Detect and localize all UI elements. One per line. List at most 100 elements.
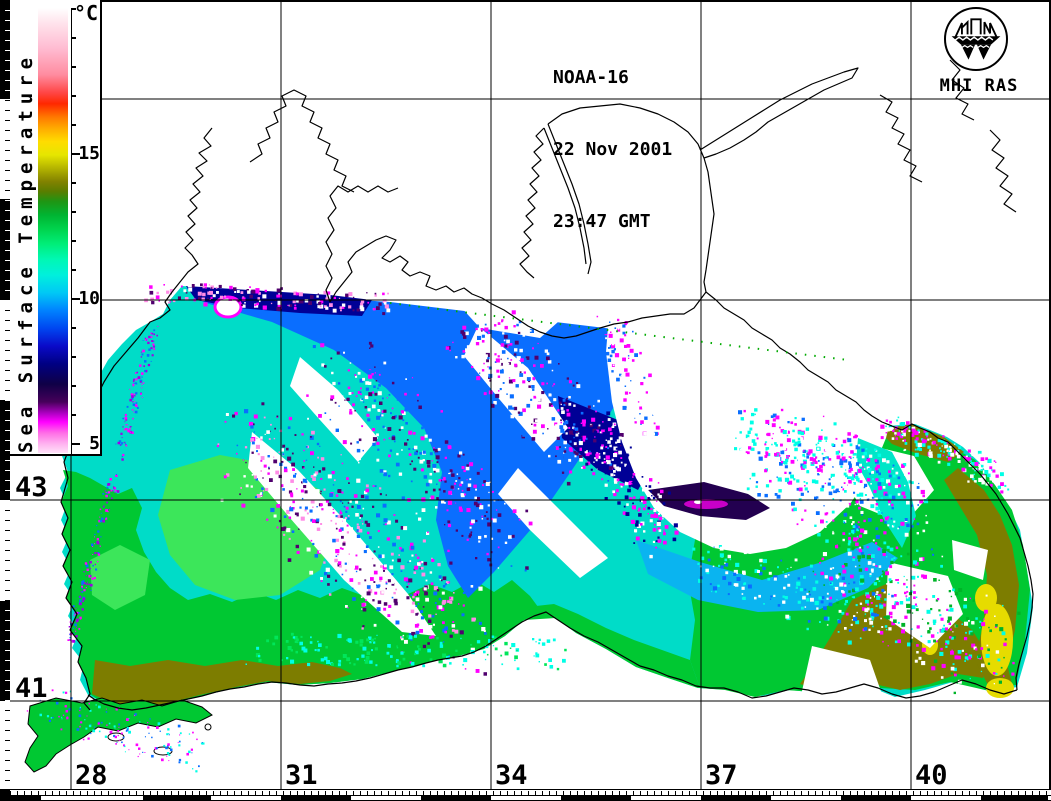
lon-ruler-tick (500, 791, 501, 795)
lon-ruler-tick (703, 791, 704, 795)
lat-ruler-tick (5, 240, 10, 241)
lon-ruler-tick (24, 791, 25, 795)
lon-ruler-tick (192, 791, 193, 795)
lon-ruler-tick (598, 791, 599, 795)
lon-ruler-tick (535, 791, 536, 795)
colorbar-gradient (38, 8, 68, 453)
lon-ruler-tick (850, 791, 851, 795)
lon-ruler-tick (556, 791, 557, 795)
cloud-east-3 (800, 646, 884, 724)
lon-ruler-tick (17, 791, 18, 795)
lat-ruler-tick (5, 540, 10, 541)
lat-ruler-tick (5, 270, 10, 271)
coastline (543, 127, 587, 265)
lon-ruler-tick (724, 791, 725, 795)
lat-ruler-tick (5, 640, 10, 641)
lon-ruler-tick (927, 791, 928, 795)
colorbar-minor-tick (72, 385, 76, 387)
lon-ruler-tick (332, 791, 333, 795)
lat-ruler-tick (5, 650, 10, 651)
lon-ruler-block (143, 796, 211, 801)
lon-ruler-tick (689, 791, 690, 795)
lon-ruler-tick (52, 791, 53, 795)
lat-ruler-tick (5, 410, 10, 411)
lat-ruler-tick (5, 260, 10, 261)
lon-ruler-tick (304, 791, 305, 795)
cloud-west-streak-3 (464, 326, 568, 452)
lat-ruler-tick (5, 440, 10, 441)
lon-ruler-tick (892, 791, 893, 795)
ruler-corner (0, 789, 10, 801)
lon-ruler-tick (640, 791, 641, 795)
lon-ruler-tick (87, 791, 88, 795)
lat-ruler-tick (5, 590, 10, 591)
lat-ruler-tick (5, 390, 10, 391)
lon-ruler-tick (717, 791, 718, 795)
lon-ruler-tick (521, 791, 522, 795)
lon-ruler-tick (493, 791, 494, 795)
lon-ruler-tick (409, 791, 410, 795)
coastline (519, 127, 545, 279)
lat-ruler-block (0, 99, 10, 199)
lat-ruler-tick (5, 700, 10, 701)
lat-ruler-tick (5, 420, 10, 421)
lat-ruler-tick (5, 360, 10, 361)
lon-ruler-tick (262, 791, 263, 795)
colorbar-title: Sea Surface Temperature (15, 51, 37, 453)
lon-ruler-tick (822, 791, 823, 795)
lat-ruler-tick (5, 610, 10, 611)
lon-ruler-tick (136, 791, 137, 795)
lon-ruler-tick (780, 791, 781, 795)
speckle-band (794, 521, 1021, 695)
lon-ruler-tick (976, 791, 977, 795)
green-light-west2 (90, 545, 150, 610)
lon-ruler-tick (178, 791, 179, 795)
lon-ruler-tick (661, 791, 662, 795)
lon-ruler-tick (619, 791, 620, 795)
colorbar-minor-tick (72, 8, 76, 10)
lon-ruler-tick (1004, 791, 1005, 795)
lat-ruler-tick (5, 160, 10, 161)
speckle-band (129, 283, 391, 316)
lon-ruler-tick (472, 791, 473, 795)
coastline (949, 59, 975, 121)
lat-ruler-tick (5, 140, 10, 141)
lat-ruler-tick (5, 230, 10, 231)
colorbar-minor-tick (72, 182, 76, 184)
lon-ruler-tick (241, 791, 242, 795)
speckle-band (304, 330, 544, 574)
lon-ruler-tick (31, 791, 32, 795)
lon-ruler-tick (255, 791, 256, 795)
lat-ruler-tick (5, 210, 10, 211)
lon-ruler-tick (1011, 791, 1012, 795)
lon-ruler-tick (605, 791, 606, 795)
lon-ruler-tick (360, 791, 361, 795)
lon-ruler-tick (437, 791, 438, 795)
lon-ruler-tick (542, 791, 543, 795)
latitude-ruler (0, 0, 10, 790)
lat-ruler-tick (5, 560, 10, 561)
lon-ruler-tick (584, 791, 585, 795)
lon-ruler-tick (45, 791, 46, 795)
lon-ruler-tick (808, 791, 809, 795)
lon-ruler-tick (94, 791, 95, 795)
lat-ruler-tick (5, 380, 10, 381)
lon-ruler-tick (325, 791, 326, 795)
eddy-eye (694, 500, 702, 504)
lon-ruler-tick (871, 791, 872, 795)
lat-ruler-tick (5, 200, 10, 201)
lon-ruler-tick (962, 791, 963, 795)
lon-ruler-tick (528, 791, 529, 795)
green-sinop-band (524, 604, 700, 688)
lon-ruler-tick (1018, 791, 1019, 795)
lat-ruler-tick (5, 120, 10, 121)
colorbar-tick-label-10: 10 (78, 288, 100, 309)
lon-ruler-tick (675, 791, 676, 795)
lon-ruler-tick (381, 791, 382, 795)
lat-ruler-tick (5, 330, 10, 331)
lon-ruler-tick (290, 791, 291, 795)
lat-ruler-tick (5, 630, 10, 631)
lon-ruler-tick (815, 791, 816, 795)
colorbar-minor-tick (72, 327, 76, 329)
